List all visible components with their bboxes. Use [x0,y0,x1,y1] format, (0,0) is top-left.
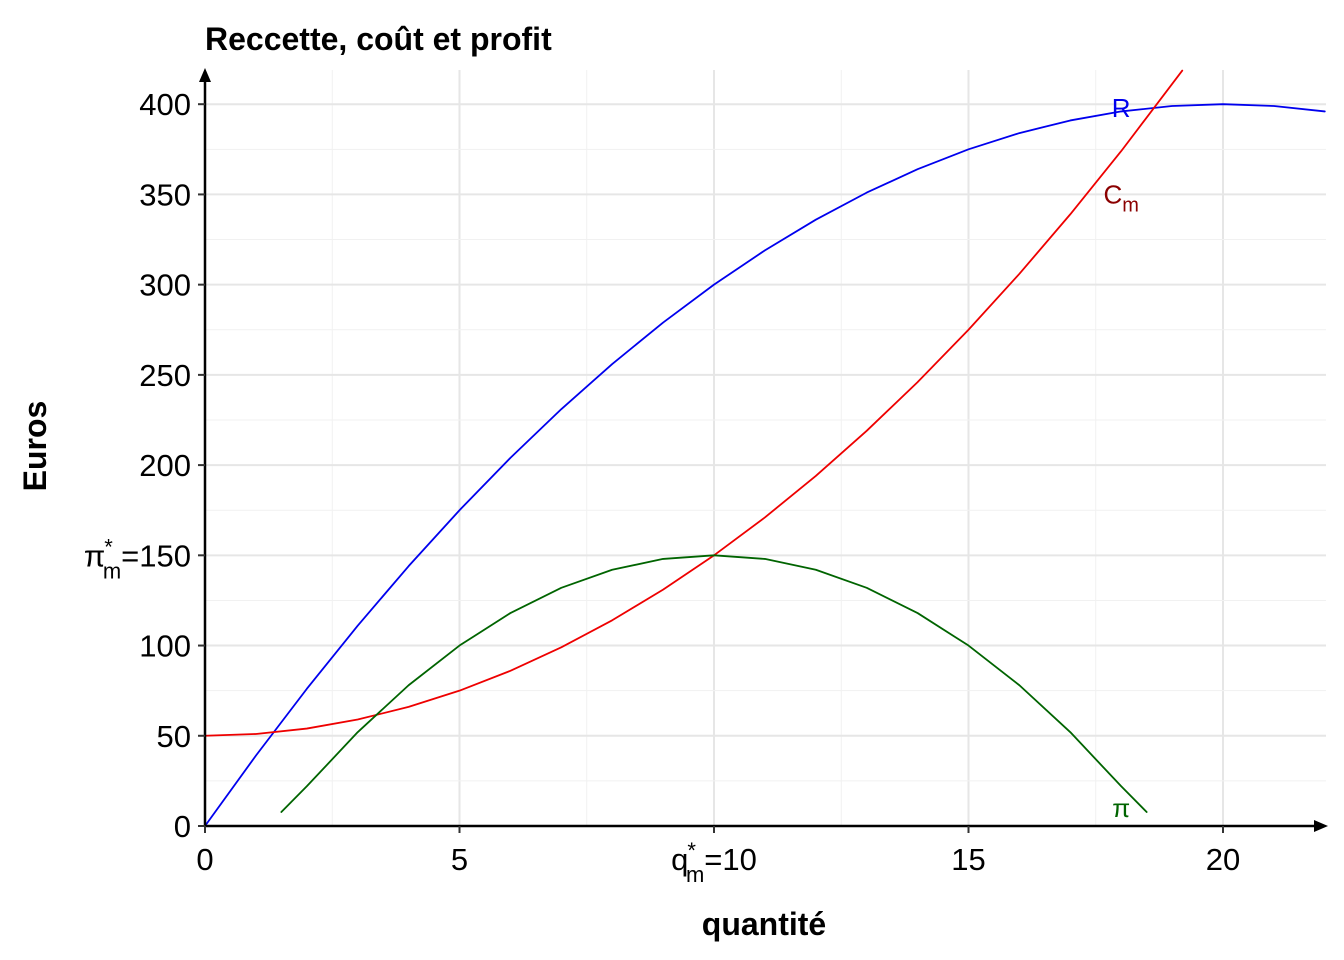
y-axis-arrow [199,68,211,82]
x-axis-arrow [1314,820,1328,832]
x-tick-label: 15 [951,842,985,877]
y-axis-title: Euros [17,401,53,492]
y-tick-label: 400 [139,87,191,122]
y-tick-label: π* m=150 [84,534,191,583]
x-tick-label: 20 [1206,842,1240,877]
series-line-0 [204,103,1326,827]
axes [198,68,1328,833]
x-tick-label: 5 [451,842,468,877]
x-axis-title: quantité [702,906,826,942]
series-label-2: π [1112,793,1130,823]
series-label-0: R [1112,93,1131,123]
series-labels: R Cm π [1103,93,1138,823]
grid [204,70,1326,827]
y-tick-label: 0 [174,809,191,844]
series-label-1: Cm [1103,179,1138,216]
y-tick-label: 350 [139,177,191,212]
series-line-1 [204,69,1184,737]
series-line-2 [280,554,1148,813]
x-tick-label: 0 [196,842,213,877]
y-tick-label: 300 [139,268,191,303]
series-lines [204,69,1326,827]
x-tick-label: q* m=10 [671,838,757,887]
y-tick-label: 200 [139,448,191,483]
y-tick-label: 250 [139,358,191,393]
y-tick-label: 100 [139,629,191,664]
y-tick-label: 50 [157,719,191,754]
chart-title: Reccette, coût et profit [205,21,552,57]
